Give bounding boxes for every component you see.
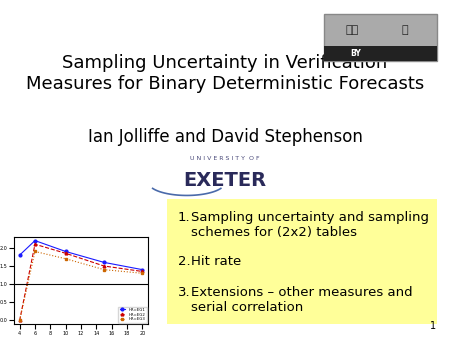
Text: U N I V E R S I T Y  O F: U N I V E R S I T Y O F — [190, 155, 260, 161]
FancyBboxPatch shape — [166, 199, 436, 324]
Text: ⒸⒸ: ⒸⒸ — [346, 25, 359, 35]
Text: 1.: 1. — [178, 211, 190, 224]
Text: Sampling Uncertainty in Verification
Measures for Binary Deterministic Forecasts: Sampling Uncertainty in Verification Mea… — [26, 54, 424, 93]
Text: Ian Jolliffe and David Stephenson: Ian Jolliffe and David Stephenson — [88, 128, 362, 146]
Text: 1: 1 — [430, 321, 436, 331]
Text: ⓘ: ⓘ — [402, 25, 408, 35]
Text: 3.: 3. — [178, 286, 190, 298]
Text: EXETER: EXETER — [184, 171, 266, 190]
Text: Extensions – other measures and
serial correlation: Extensions – other measures and serial c… — [191, 286, 413, 314]
FancyBboxPatch shape — [324, 46, 436, 61]
Text: Sampling uncertainty and sampling
schemes for (2x2) tables: Sampling uncertainty and sampling scheme… — [191, 211, 429, 239]
Text: 2.: 2. — [178, 255, 190, 268]
Text: Hit rate: Hit rate — [191, 255, 242, 268]
FancyBboxPatch shape — [324, 14, 436, 61]
Text: BY: BY — [350, 49, 361, 58]
Legend: HR=EG1, HR=EG2, HR=EG3: HR=EG1, HR=EG2, HR=EG3 — [118, 307, 147, 322]
